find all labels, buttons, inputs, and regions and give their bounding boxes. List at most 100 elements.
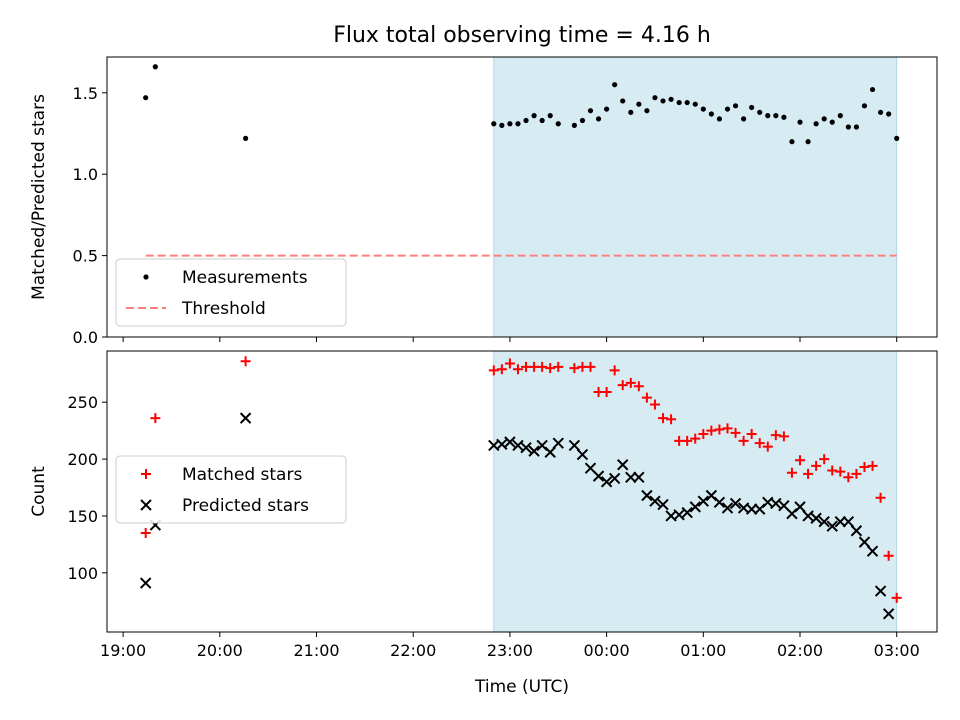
data-point xyxy=(657,498,669,511)
data-point xyxy=(716,116,723,122)
data-point xyxy=(754,438,765,449)
legend-box xyxy=(115,455,347,524)
data-point xyxy=(803,468,814,479)
data-point xyxy=(819,454,830,465)
data-point xyxy=(746,429,757,440)
data-point xyxy=(512,439,524,452)
data-point xyxy=(714,424,725,435)
data-point xyxy=(797,119,803,125)
x-tick-label: 01:00 xyxy=(680,641,726,660)
data-point xyxy=(722,423,733,434)
data-point xyxy=(496,438,508,450)
data-point xyxy=(608,472,621,485)
data-point xyxy=(770,497,782,510)
y-axis-label: Count xyxy=(29,466,49,517)
data-point xyxy=(874,585,887,597)
data-point xyxy=(690,433,701,444)
data-point xyxy=(620,98,626,104)
data-point xyxy=(891,592,902,603)
data-point xyxy=(706,425,717,436)
data-point xyxy=(636,101,642,107)
legend-box xyxy=(115,258,347,327)
data-point xyxy=(843,472,854,483)
data-point xyxy=(633,471,645,483)
data-point xyxy=(512,364,523,375)
legend-label: Measurements xyxy=(182,268,308,288)
data-point xyxy=(684,99,690,106)
data-point xyxy=(866,545,879,557)
y-tick-label: 1.0 xyxy=(73,165,98,184)
data-point xyxy=(666,414,677,425)
data-point xyxy=(641,489,653,502)
data-point xyxy=(592,470,605,482)
data-point xyxy=(152,64,158,70)
data-point xyxy=(539,117,545,124)
data-point xyxy=(741,116,747,122)
y-tick-label: 0.5 xyxy=(73,247,98,266)
legend-label: Predicted stars xyxy=(182,496,309,516)
data-point xyxy=(568,439,581,452)
data-point xyxy=(813,121,819,127)
data-point xyxy=(762,441,773,452)
data-point xyxy=(587,108,594,114)
data-point xyxy=(697,495,710,507)
y-tick-label: 0.0 xyxy=(73,328,98,347)
data-point xyxy=(770,430,781,441)
x-tick-label: 03:00 xyxy=(874,641,920,660)
data-point xyxy=(894,135,900,141)
legend-marker xyxy=(143,274,149,280)
data-point xyxy=(600,476,613,488)
data-point xyxy=(749,104,755,111)
data-point xyxy=(773,113,779,119)
data-point xyxy=(713,496,726,509)
data-point xyxy=(553,361,564,372)
data-point xyxy=(496,364,507,375)
data-point xyxy=(845,124,851,130)
data-point xyxy=(150,413,161,424)
data-point xyxy=(515,121,521,127)
data-point xyxy=(757,109,763,115)
data-point xyxy=(829,119,835,125)
data-point xyxy=(488,365,499,376)
data-point xyxy=(504,358,515,369)
data-point xyxy=(805,139,811,145)
x-tick-label: 02:00 xyxy=(777,641,823,660)
data-point xyxy=(810,512,822,524)
y-tick-label: 150 xyxy=(67,507,98,526)
data-point xyxy=(499,122,505,128)
data-point xyxy=(724,106,731,112)
y-tick-label: 200 xyxy=(67,450,98,469)
data-point xyxy=(576,448,589,461)
series-predicted-stars xyxy=(139,412,895,620)
x-tick-label: 23:00 xyxy=(487,641,533,660)
data-point xyxy=(861,103,868,109)
data-point xyxy=(545,363,556,374)
data-point xyxy=(579,117,586,124)
data-point xyxy=(523,117,529,124)
data-point xyxy=(644,108,650,114)
data-point xyxy=(837,113,843,119)
data-point xyxy=(853,124,860,130)
data-point xyxy=(692,101,698,107)
data-point xyxy=(886,111,892,117)
series-measurements xyxy=(143,64,900,145)
data-point xyxy=(795,455,806,466)
data-point xyxy=(877,109,884,115)
data-point xyxy=(507,121,513,127)
x-tick-label: 21:00 xyxy=(293,641,339,660)
x-axis-label: Time (UTC) xyxy=(474,677,569,697)
data-point xyxy=(601,386,612,397)
shaded-region xyxy=(493,56,898,338)
panel-frame xyxy=(106,56,938,338)
data-point xyxy=(531,113,537,119)
data-point xyxy=(537,361,548,372)
data-point xyxy=(625,377,636,388)
y-tick-label: 250 xyxy=(67,393,98,412)
data-point xyxy=(243,135,249,141)
x-tick-label: 00:00 xyxy=(584,641,630,660)
data-point xyxy=(240,356,251,367)
data-point xyxy=(628,109,634,115)
legend-label: Threshold xyxy=(181,299,266,319)
data-point xyxy=(652,95,658,101)
data-point xyxy=(882,608,895,620)
